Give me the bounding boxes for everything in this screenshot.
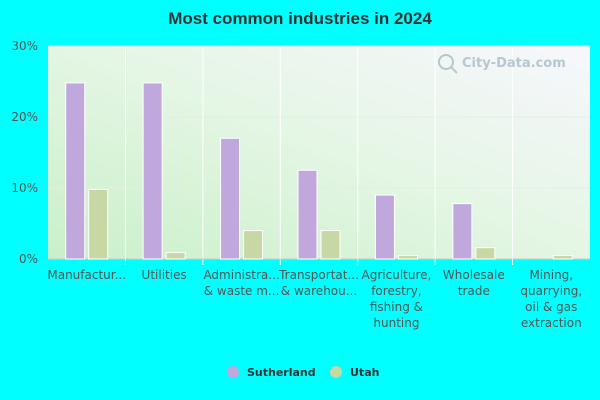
x-tick-label: Agriculture, forestry, fishing & hunting	[362, 268, 432, 330]
legend-label-utah: Utah	[350, 366, 379, 379]
x-axis-ticks: Manufactur... Utilities Administra... & was…	[47, 268, 582, 330]
x-tick-label: Transportat... & warehou...	[278, 268, 359, 298]
bar-utah-5	[475, 247, 496, 260]
bar-sutherland-5	[452, 203, 473, 260]
x-tick-label: Administra... & waste m...	[203, 268, 279, 298]
bar-sutherland-0	[65, 82, 86, 260]
plot-area	[48, 46, 590, 259]
bars	[65, 82, 573, 260]
bar-sutherland-4	[374, 194, 395, 260]
y-axis-ticks: 0% 10% 20% 30%	[11, 39, 38, 266]
bar-utah-6	[552, 254, 573, 260]
bar-utah-0	[88, 188, 109, 260]
y-tick-label: 20%	[11, 110, 38, 124]
legend-label-sutherland: Sutherland	[247, 366, 316, 379]
category-separators	[48, 46, 590, 265]
legend-marker-utah	[330, 366, 342, 378]
bar-utah-3	[320, 230, 341, 260]
x-tick-label: Utilities	[142, 268, 187, 282]
legend-marker-sutherland	[227, 366, 239, 378]
bar-utah-2	[243, 230, 264, 260]
bar-sutherland-1	[142, 82, 163, 260]
watermark: City-Data.com	[438, 54, 566, 74]
x-tick-label: Mining, quarrying, oil & gas extraction	[520, 268, 582, 330]
y-tick-label: 30%	[11, 39, 38, 53]
watermark-text: City-Data.com	[462, 56, 566, 71]
chart-title: Most common industries in 2024	[168, 9, 432, 28]
x-tick-label: Manufactur...	[47, 268, 126, 282]
bar-sutherland-2	[220, 137, 241, 260]
y-tick-label: 0%	[19, 252, 38, 266]
bar-utah-1	[165, 252, 186, 260]
gridlines	[48, 45, 590, 189]
y-tick-label: 10%	[11, 181, 38, 195]
bar-sutherland-3	[297, 169, 318, 260]
bar-utah-4	[397, 254, 418, 260]
x-tick-label: Wholesale trade	[443, 268, 505, 298]
legend: Sutherland Utah	[227, 366, 379, 379]
